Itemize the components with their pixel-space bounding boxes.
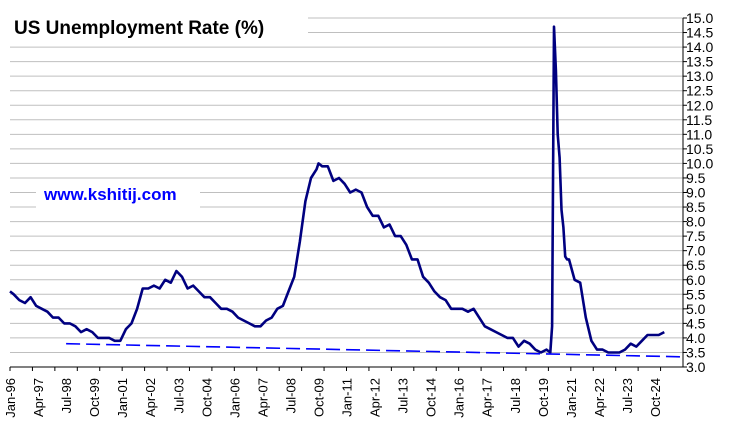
y-tick-label: 8.5 (686, 199, 706, 215)
y-tick-label: 11.5 (686, 112, 712, 128)
x-tick-label: Oct-04 (199, 378, 214, 417)
unemployment-rate-line (9, 25, 665, 354)
x-tick-label: Apr-22 (592, 378, 607, 417)
y-tick-label: 10.0 (686, 155, 713, 171)
x-tick-label: Apr-97 (31, 378, 46, 417)
y-tick-label: 7.0 (686, 243, 706, 259)
x-tick-label: Apr-17 (480, 378, 495, 417)
y-tick-label: 6.5 (686, 257, 706, 273)
x-tick-label: Apr-02 (143, 378, 158, 417)
x-tick-label: Jan-96 (3, 378, 18, 418)
x-tick-labels: Jan-96 Apr-97 Jul-98 Oct-99 Jan-01 Apr-02 Jul-… (3, 378, 663, 418)
y-tick-label: 15.0 (686, 10, 713, 26)
x-tick-label: Jul-03 (171, 378, 186, 413)
y-tick-label: 13.5 (686, 54, 713, 70)
y-tick-label: 5.0 (686, 301, 706, 317)
x-tick-label: Oct-14 (424, 378, 439, 417)
trend-line (66, 342, 682, 358)
series-lines (9, 25, 682, 358)
x-tick-label: Jan-11 (340, 378, 355, 417)
y-tick-label: 3.0 (686, 359, 706, 375)
y-tick-label: 12.0 (686, 97, 713, 113)
x-tick-label: Jul-18 (508, 378, 523, 413)
x-tick-label: Apr-12 (368, 378, 383, 417)
x-tick-label: Jan-01 (115, 378, 130, 418)
x-tick-label: Jul-23 (620, 378, 635, 413)
source-box (36, 180, 200, 208)
x-tick-label: Jan-16 (452, 378, 467, 418)
axes (9, 17, 687, 371)
x-tick-label: Jan-21 (564, 378, 579, 418)
y-tick-label: 7.5 (686, 228, 706, 244)
y-tick-label: 4.0 (686, 330, 706, 346)
x-tick-label: Jul-98 (59, 378, 74, 413)
y-tick-label: 12.5 (686, 83, 713, 99)
y-tick-label: 3.5 (686, 344, 706, 360)
y-tick-labels: 3.03.54.04.55.05.56.06.57.07.58.08.59.09… (686, 10, 713, 375)
x-tick-label: Jul-13 (396, 378, 411, 413)
y-tick-label: 9.0 (686, 185, 706, 201)
y-tick-label: 11.0 (686, 126, 712, 142)
x-tick-label: Oct-99 (87, 378, 102, 417)
y-tick-label: 13.0 (686, 68, 713, 84)
x-tick-label: Oct-24 (648, 378, 663, 417)
x-tick-label: Jul-08 (283, 378, 298, 413)
y-tick-label: 14.0 (686, 39, 713, 55)
source-label: www.kshitij.com (43, 185, 177, 204)
x-tick-label: Apr-07 (255, 378, 270, 417)
y-tick-label: 6.0 (686, 272, 706, 288)
title-box (8, 12, 308, 40)
y-tick-label: 5.5 (686, 286, 706, 302)
y-tick-label: 10.5 (686, 141, 713, 157)
x-tick-label: Oct-19 (536, 378, 551, 417)
y-tick-label: 14.5 (686, 25, 713, 41)
y-tick-label: 8.0 (686, 214, 706, 230)
y-tick-label: 4.5 (686, 315, 706, 331)
x-tick-label: Oct-09 (311, 378, 326, 417)
chart-title: US Unemployment Rate (%) (14, 18, 264, 39)
y-tick-label: 9.5 (686, 170, 706, 186)
x-tick-label: Jan-06 (227, 378, 242, 418)
